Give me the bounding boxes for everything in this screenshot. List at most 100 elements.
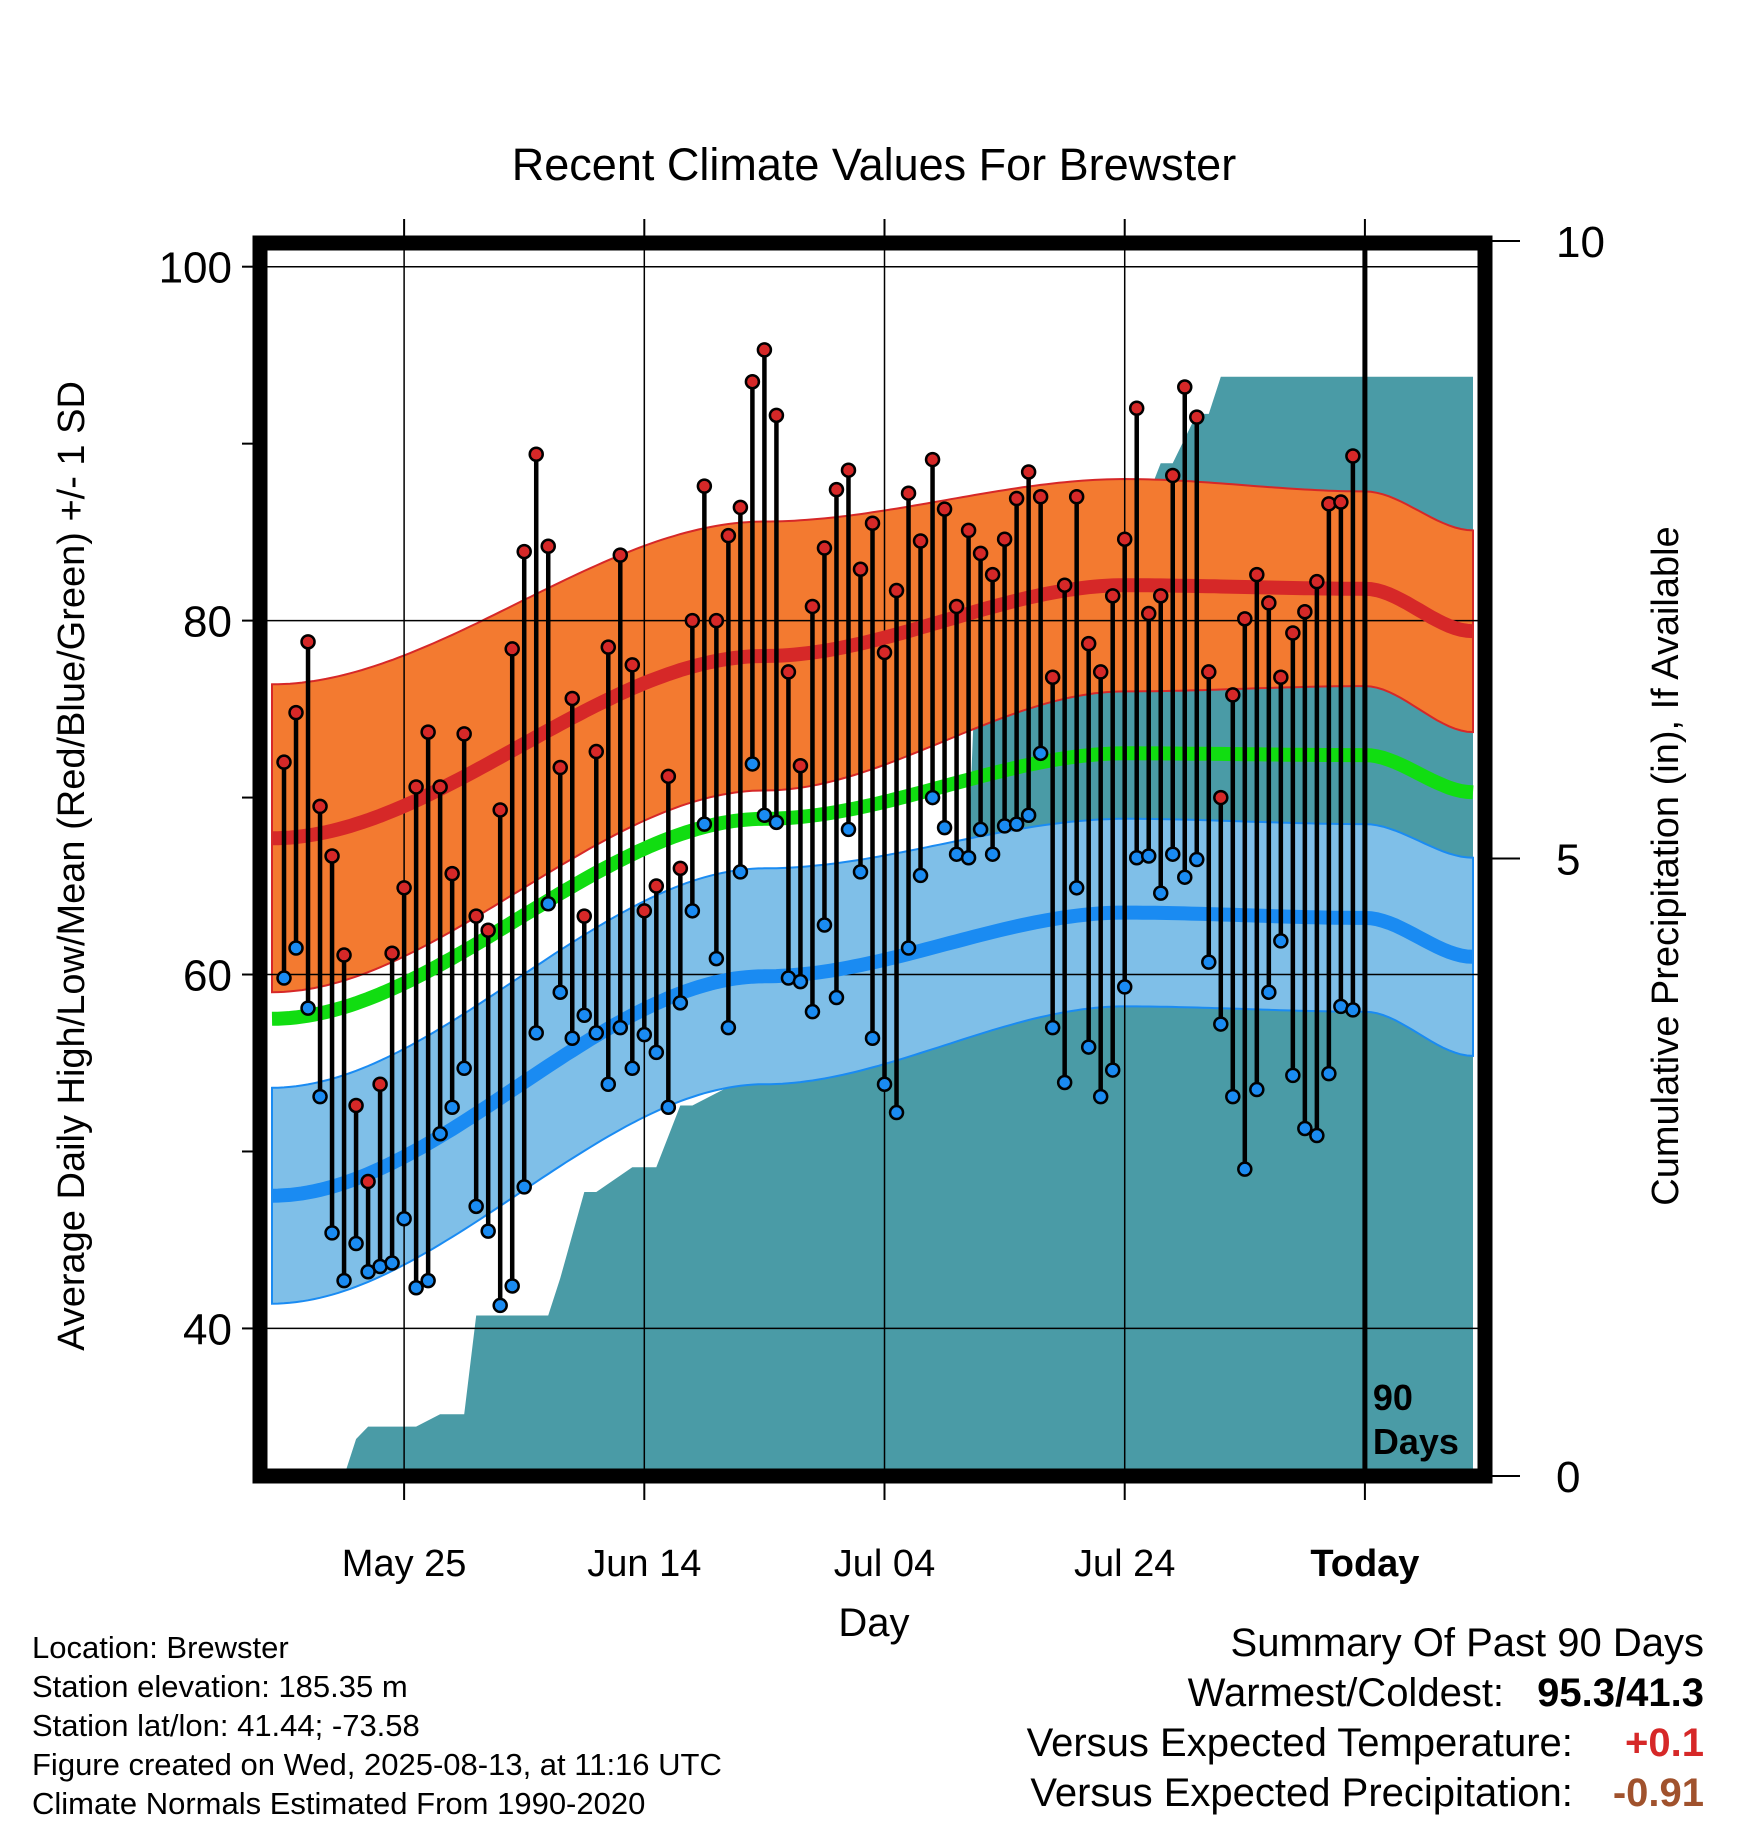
daily-low-point (972, 821, 989, 838)
daily-high-point (1261, 595, 1277, 611)
daily-low-point (636, 1026, 653, 1043)
chart-title: Recent Climate Values For Brewster (512, 139, 1236, 190)
daily-low-point (744, 756, 761, 772)
daily-low-point (936, 819, 953, 836)
daily-high-point (1068, 488, 1085, 505)
daily-high-point (432, 779, 448, 795)
daily-low-point (624, 1060, 641, 1077)
daily-high-point (324, 848, 340, 864)
daily-low-point (828, 989, 845, 1006)
daily-high-point (348, 1097, 364, 1114)
daily-low-point (852, 864, 869, 880)
daily-high-point (528, 446, 544, 463)
daily-low-point (492, 1297, 508, 1314)
daily-low-point (1345, 1002, 1361, 1018)
daily-low-point (1116, 979, 1133, 995)
daily-high-point (396, 880, 412, 896)
daily-low-point (1092, 1088, 1109, 1105)
daily-high-point (1333, 494, 1349, 510)
y-tick-label: 80 (183, 598, 232, 647)
daily-high-point (696, 478, 713, 494)
x-tick-label: Today (1310, 1543, 1419, 1585)
summary-panel: Summary Of Past 90 Days Warmest/Coldest:… (1027, 1618, 1704, 1818)
daily-low-point (432, 1126, 448, 1142)
daily-high-point (1345, 448, 1361, 464)
daily-low-point (816, 917, 833, 933)
daily-low-point (384, 1255, 400, 1271)
daily-high-point (672, 860, 689, 877)
daily-high-point (1116, 531, 1133, 547)
daily-low-point (888, 1104, 905, 1121)
daily-high-point (612, 547, 629, 563)
daily-low-point (300, 1000, 316, 1016)
daily-low-point (348, 1235, 364, 1252)
daily-high-point (1008, 490, 1025, 507)
daily-high-point (516, 543, 532, 560)
daily-high-point (1152, 588, 1169, 604)
daily-low-point (576, 1007, 593, 1023)
daily-low-point (660, 1099, 677, 1115)
daily-high-point (1249, 566, 1265, 583)
daily-high-point (312, 798, 328, 815)
daily-high-point (1056, 577, 1073, 593)
daily-high-point (984, 566, 1001, 583)
daily-high-point (924, 451, 941, 468)
daily-high-point (1140, 605, 1157, 622)
precip-row: Versus Expected Precipitation: -0.91 (1027, 1768, 1704, 1818)
daily-low-point (960, 849, 977, 866)
x-tick-label: Jul 04 (834, 1543, 935, 1585)
daily-high-point (912, 533, 929, 549)
daily-high-point (624, 657, 641, 673)
daily-high-point (600, 639, 617, 655)
daily-high-point (936, 501, 953, 517)
daily-low-point (1152, 885, 1169, 901)
daily-low-point (420, 1272, 436, 1289)
daily-high-point (864, 515, 881, 532)
daily-high-point (684, 612, 701, 629)
y2-tick-label: 0 (1556, 1453, 1580, 1502)
daily-low-point (1273, 933, 1289, 949)
daily-high-point (420, 724, 436, 740)
daily-high-point (948, 598, 965, 615)
daily-high-point (708, 612, 725, 629)
daily-low-point (1297, 1120, 1313, 1137)
warm-cold-value: 95.3/41.3 (1537, 1671, 1704, 1715)
daily-high-point (1309, 573, 1325, 590)
daily-high-point (792, 757, 809, 774)
daily-low-point (1201, 954, 1217, 970)
daily-high-point (564, 690, 581, 707)
daily-low-point (588, 1025, 605, 1041)
plot-frame (252, 235, 1493, 1484)
daily-low-point (864, 1030, 881, 1046)
daily-high-point (552, 759, 568, 776)
daily-high-point (852, 561, 869, 578)
y-tick-label: 40 (183, 1305, 232, 1354)
elevation-text: Station elevation: 185.35 m (32, 1669, 408, 1704)
daily-low-point (396, 1210, 412, 1227)
daily-high-point (456, 726, 472, 742)
daily-high-point (1225, 687, 1241, 703)
daily-low-point (504, 1278, 520, 1294)
daily-high-point (720, 527, 737, 544)
daily-low-point (276, 970, 292, 986)
daily-low-point (1020, 807, 1037, 824)
daily-low-point (756, 807, 773, 824)
daily-low-point (732, 864, 749, 880)
daily-low-point (708, 950, 725, 967)
daily-high-point (972, 545, 989, 562)
daily-low-point (456, 1060, 472, 1077)
daily-high-point (1285, 625, 1301, 641)
daily-low-point (1189, 851, 1205, 868)
temp-row: Versus Expected Temperature: +0.1 (1027, 1718, 1704, 1768)
daily-high-point (636, 903, 653, 919)
x-tick-label: Jun 14 (587, 1543, 701, 1585)
y2-tick-label: 10 (1556, 218, 1605, 267)
x-tick-label: May 25 (342, 1543, 467, 1585)
daily-high-point (1237, 611, 1253, 627)
summary-title: Summary Of Past 90 Days (1230, 1621, 1704, 1665)
daily-low-point (720, 1019, 737, 1036)
y2-tick-label: 5 (1556, 836, 1580, 885)
daily-low-point (792, 973, 809, 990)
